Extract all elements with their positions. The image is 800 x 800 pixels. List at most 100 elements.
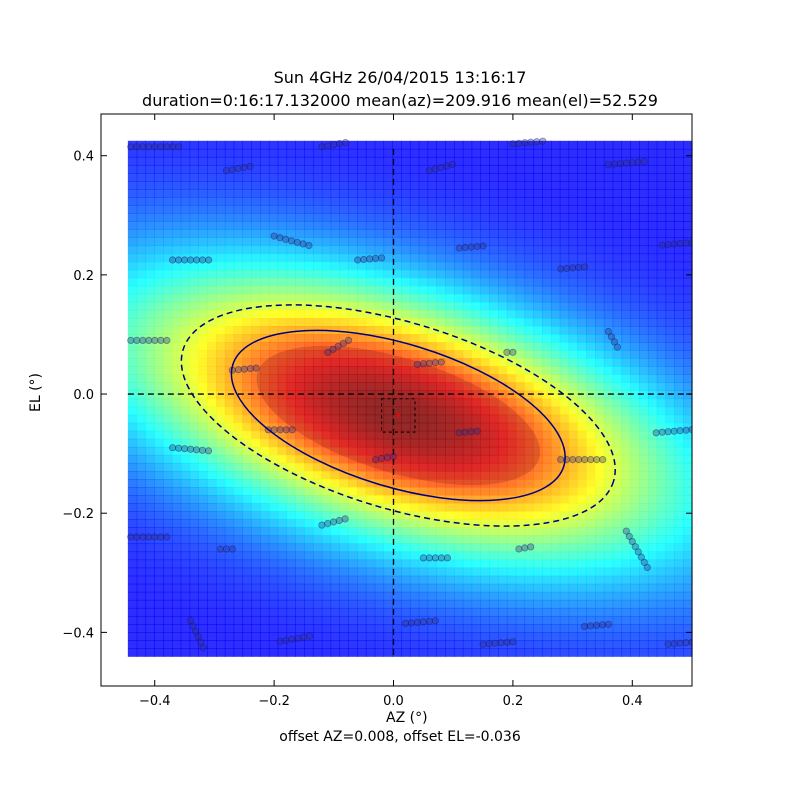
scan-point (419, 618, 427, 626)
scan-point (622, 159, 631, 167)
scan-point (431, 617, 439, 625)
y-axis-label: EL (°) (28, 372, 44, 412)
scan-point (473, 427, 481, 435)
scan-point (568, 264, 577, 272)
y-tick-label: −0.2 (62, 507, 94, 522)
scan-point (610, 160, 619, 168)
scan-point (145, 533, 153, 541)
scan-point (670, 427, 678, 435)
scan-point (479, 640, 487, 648)
scan-point (163, 533, 171, 541)
scan-point (181, 256, 189, 264)
scan-point (557, 455, 565, 464)
scan-point (658, 428, 666, 436)
scan-point (455, 244, 463, 252)
y-tick-label: −0.4 (62, 626, 94, 641)
scan-point (455, 429, 463, 437)
scan-point (305, 632, 314, 640)
scan-point (300, 633, 308, 641)
scan-point (676, 239, 684, 248)
scan-point (425, 554, 433, 562)
y-tick-label: 0.4 (73, 150, 94, 165)
scan-point (163, 336, 171, 344)
scan-point (664, 241, 672, 249)
scan-point (419, 554, 427, 562)
scan-point (341, 515, 349, 523)
offset-box (381, 398, 416, 433)
scan-point (222, 545, 230, 553)
scan-point (575, 455, 583, 464)
scan-point (318, 521, 326, 529)
scan-point (431, 165, 439, 173)
scan-point (216, 545, 224, 553)
scan-point (479, 242, 487, 250)
scan-point (175, 256, 183, 264)
scan-point (389, 452, 397, 461)
scan-point (413, 618, 421, 627)
scan-point (199, 643, 207, 652)
scan-point (151, 143, 159, 151)
scan-point (503, 348, 511, 356)
scan-point (598, 621, 607, 629)
scan-point (613, 343, 622, 351)
scan-point (652, 429, 660, 437)
scan-point (670, 640, 678, 648)
scan-point (658, 241, 666, 249)
x-axis-label: AZ (°) (386, 710, 428, 726)
scan-point (592, 621, 601, 630)
scan-point (634, 158, 642, 166)
y-tick-label: 0.2 (73, 269, 94, 284)
scan-point (664, 428, 672, 436)
contour-outer (180, 304, 616, 527)
scan-point (133, 336, 141, 344)
scan-point (139, 143, 147, 151)
scan-point (473, 242, 481, 251)
scan-point (521, 544, 529, 552)
scan-point (366, 255, 374, 263)
scan-point (329, 518, 338, 526)
scan-point (670, 240, 678, 248)
scan-point (587, 455, 595, 464)
scan-point (604, 620, 613, 628)
scan-point (192, 627, 200, 635)
scan-point (294, 634, 302, 642)
scan-point (607, 333, 616, 341)
chart-subtitle: duration=0:16:17.132000 mean(az)=209.916… (142, 91, 658, 110)
scan-point (562, 264, 571, 272)
scan-point (169, 444, 177, 452)
scan-point (377, 454, 386, 463)
scan-point (222, 167, 230, 175)
scan-point (580, 263, 589, 271)
scan-point (701, 238, 707, 244)
scan-point (282, 636, 290, 644)
scan-point (330, 141, 338, 149)
scan-point (643, 563, 651, 572)
scan-point (204, 447, 213, 455)
scan-point (443, 162, 451, 170)
scan-point (437, 554, 445, 562)
scan-point (193, 256, 201, 264)
scan-point (276, 426, 284, 434)
scan-point (539, 137, 547, 145)
scan-point (371, 455, 380, 464)
scan-point (527, 543, 535, 551)
scan-point (676, 639, 684, 647)
scan-point (234, 366, 242, 374)
scan-point (425, 359, 433, 367)
scan-point (339, 339, 347, 347)
scan-point (360, 255, 368, 264)
scan-point (461, 243, 469, 252)
scan-point (625, 532, 633, 540)
scan-point (157, 143, 165, 151)
scan-point (169, 256, 177, 264)
scan-point (341, 139, 350, 147)
scan-point (515, 545, 523, 553)
heatmap (127, 140, 693, 657)
scan-point (695, 426, 701, 432)
scan-point (637, 553, 645, 561)
scan-point (175, 444, 183, 452)
scan-point (497, 639, 505, 647)
scan-point (169, 143, 177, 151)
scan-point (413, 360, 421, 368)
scan-point (515, 139, 523, 147)
